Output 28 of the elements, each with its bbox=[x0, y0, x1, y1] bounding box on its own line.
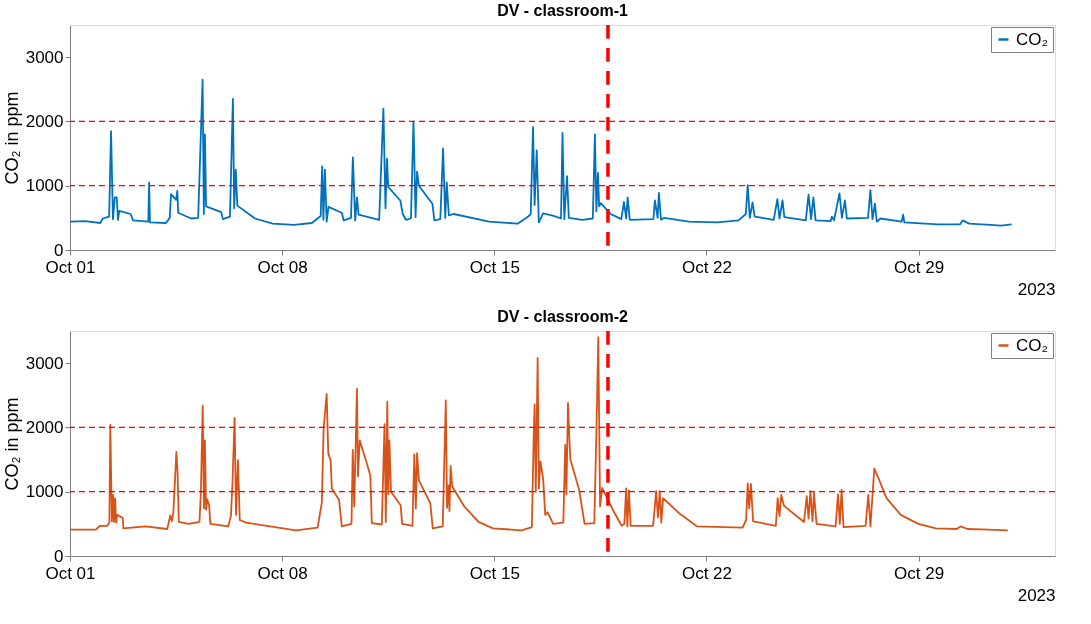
x-tick-label: Oct 08 bbox=[257, 563, 308, 583]
y-tick-label: 1000 bbox=[25, 482, 64, 502]
y-tick-label: 3000 bbox=[25, 47, 64, 67]
x-tick-label: Oct 01 bbox=[45, 257, 96, 277]
x-tick-label: Oct 15 bbox=[469, 257, 520, 277]
y-tick-label: 3000 bbox=[25, 353, 64, 373]
x-tick-label: Oct 22 bbox=[681, 563, 733, 583]
y-tick-label: 1000 bbox=[25, 176, 64, 196]
line-series bbox=[69, 336, 1009, 532]
line-series bbox=[69, 78, 1013, 227]
x-axis-title: 2023 bbox=[1017, 279, 1056, 299]
y-axis-title: CO₂ in ppm bbox=[1, 91, 22, 185]
y-tick-label: 0 bbox=[54, 240, 64, 260]
chart-title: DV - classroom-2 bbox=[497, 308, 628, 326]
y-tick-label: 2000 bbox=[25, 111, 64, 131]
x-tick-label: Oct 22 bbox=[681, 257, 733, 277]
x-axis-title: 2023 bbox=[1017, 585, 1056, 605]
legend-label: CO₂ bbox=[1016, 29, 1049, 49]
y-axis-title: CO₂ in ppm bbox=[1, 397, 22, 491]
x-tick-label: Oct 29 bbox=[894, 563, 945, 583]
y-tick-label: 0 bbox=[54, 546, 64, 566]
y-tick-label: 2000 bbox=[25, 417, 64, 437]
x-tick-label: Oct 08 bbox=[257, 257, 308, 277]
x-tick-label: Oct 01 bbox=[45, 563, 96, 583]
legend-label: CO₂ bbox=[1016, 335, 1049, 355]
x-tick-label: Oct 29 bbox=[894, 257, 945, 277]
chart-title: DV - classroom-1 bbox=[497, 2, 628, 20]
x-tick-label: Oct 15 bbox=[469, 563, 520, 583]
